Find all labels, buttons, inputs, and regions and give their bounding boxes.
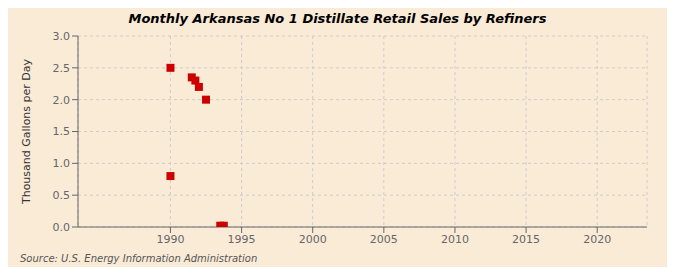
svg-text:1995: 1995	[228, 233, 256, 246]
svg-text:1990: 1990	[156, 233, 184, 246]
html-text:Source: U.S. Energy Informatio: Source: U.S. Energy Information Administ…	[20, 253, 258, 264]
svg-text:0.0: 0.0	[53, 221, 71, 234]
svg-text:0.5: 0.5	[53, 189, 71, 202]
svg-text:2000: 2000	[299, 233, 327, 246]
svg-text:1.0: 1.0	[53, 157, 71, 170]
svg-text:2005: 2005	[370, 233, 398, 246]
svg-text:1.5: 1.5	[53, 125, 71, 138]
svg-text:2.0: 2.0	[53, 94, 71, 107]
svg-text:2.5: 2.5	[53, 62, 71, 75]
svg-text:2015: 2015	[512, 233, 540, 246]
svg-text:2010: 2010	[441, 233, 469, 246]
svg-text:2020: 2020	[583, 233, 611, 246]
html-text:Monthly Arkansas No 1 Distilla: Monthly Arkansas No 1 Distillate Retail …	[128, 11, 547, 26]
svg-text:3.0: 3.0	[53, 30, 71, 43]
svg-text:Thousand Gallons per Day: Thousand Gallons per Day	[20, 58, 33, 205]
